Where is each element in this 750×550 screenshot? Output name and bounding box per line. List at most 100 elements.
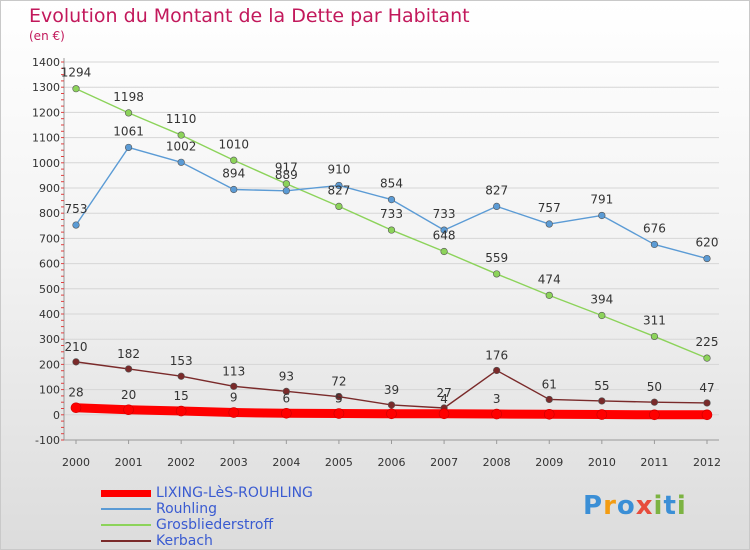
data-point	[493, 202, 501, 210]
data-point	[177, 372, 185, 380]
data-label: 15	[174, 389, 189, 403]
data-point	[440, 247, 448, 256]
data-label: 854	[380, 177, 403, 191]
data-point	[545, 291, 553, 299]
data-point	[598, 311, 606, 320]
y-tick-label: 1100	[32, 132, 60, 145]
x-tick-label: 2007	[430, 456, 458, 469]
data-point	[650, 332, 659, 341]
data-label: 559	[485, 251, 508, 265]
chart-title: Evolution du Montant de la Dette par Hab…	[29, 5, 470, 27]
data-point	[703, 399, 711, 407]
legend-swatch	[101, 540, 151, 542]
data-point	[387, 226, 396, 234]
logo-letter: i	[676, 491, 687, 521]
x-tick-label: 2004	[272, 456, 300, 469]
x-tick-label: 2008	[483, 456, 511, 469]
data-point	[545, 395, 553, 404]
y-tick-label: 0	[53, 409, 60, 422]
data-label: 733	[433, 207, 456, 221]
data-label: 153	[170, 354, 193, 368]
data-point	[335, 202, 343, 210]
y-tick-label: 300	[39, 333, 60, 346]
legend-label: LIXING-LèS-ROUHLING	[156, 485, 313, 501]
x-tick-label: 2012	[693, 456, 721, 469]
y-tick-label: 1000	[32, 157, 60, 170]
data-point	[123, 404, 134, 416]
data-point	[333, 408, 345, 419]
data-label: 757	[538, 201, 561, 215]
data-point	[124, 143, 133, 152]
data-label: 311	[643, 313, 666, 327]
data-label: 47	[699, 381, 714, 395]
data-point	[282, 387, 290, 395]
data-label: 1002	[166, 139, 197, 153]
y-tick-label: 1400	[32, 56, 60, 69]
data-point	[282, 180, 290, 188]
x-tick-label: 2003	[220, 456, 248, 469]
data-label: 176	[485, 348, 508, 362]
data-label: 827	[485, 183, 508, 197]
data-label: 791	[590, 192, 613, 206]
x-tick-label: 2005	[325, 456, 353, 469]
logo-letter: i	[653, 491, 664, 521]
data-point	[493, 270, 501, 278]
data-label: 894	[222, 167, 245, 181]
y-tick-label: 800	[39, 207, 60, 220]
logo-letter: x	[635, 491, 654, 521]
y-tick-label: 200	[39, 358, 60, 371]
data-label: 648	[433, 229, 456, 243]
data-label: 55	[594, 379, 609, 393]
data-label: 93	[279, 369, 294, 383]
chart-subtitle: (en €)	[29, 29, 65, 43]
data-point	[124, 109, 133, 117]
legend: LIXING-LèS-ROUHLING Rouhling Grosbliederst…	[101, 485, 313, 549]
data-point	[177, 131, 185, 139]
legend-item: LIXING-LèS-ROUHLING	[101, 485, 313, 501]
data-point	[70, 402, 82, 414]
data-label: 182	[117, 347, 140, 361]
data-point	[649, 409, 660, 421]
x-tick-label: 2009	[535, 456, 563, 469]
data-label: 917	[275, 161, 298, 175]
y-tick-label: 1200	[32, 106, 60, 119]
x-tick-label: 2011	[640, 456, 668, 469]
data-point	[230, 185, 238, 194]
data-point	[281, 407, 292, 419]
data-point	[387, 195, 396, 204]
data-point	[440, 226, 448, 234]
data-point	[598, 211, 606, 220]
data-label: 910	[327, 162, 350, 176]
legend-swatch	[101, 508, 151, 510]
data-label: 3	[493, 392, 501, 406]
data-label: 61	[542, 377, 557, 391]
x-tick-label: 2001	[115, 456, 143, 469]
data-label: 28	[68, 386, 83, 400]
legend-label: Kerbach	[156, 533, 213, 549]
data-label: 9	[230, 391, 238, 405]
y-tick-label: 500	[39, 283, 60, 296]
data-label: 27	[436, 386, 451, 400]
data-point	[387, 401, 396, 409]
data-label: 620	[696, 236, 719, 250]
data-label: 50	[647, 380, 662, 394]
logo-letter: r	[603, 491, 617, 521]
data-label: 72	[331, 375, 346, 389]
x-tick-label: 2002	[167, 456, 195, 469]
data-point	[72, 221, 80, 229]
logo-letter: P	[583, 491, 604, 521]
y-tick-label: 100	[39, 384, 60, 397]
legend-swatch	[101, 524, 151, 526]
data-point	[335, 393, 343, 401]
data-point	[543, 408, 555, 420]
data-point	[335, 181, 343, 190]
data-point	[703, 354, 711, 362]
data-point	[124, 365, 133, 373]
y-tick-label: -100	[35, 434, 60, 447]
legend-item: Rouhling	[101, 501, 313, 517]
data-point	[282, 187, 290, 195]
data-point	[598, 397, 606, 405]
x-tick-label: 2006	[378, 456, 406, 469]
data-label: 676	[643, 221, 666, 235]
data-point	[228, 407, 240, 418]
